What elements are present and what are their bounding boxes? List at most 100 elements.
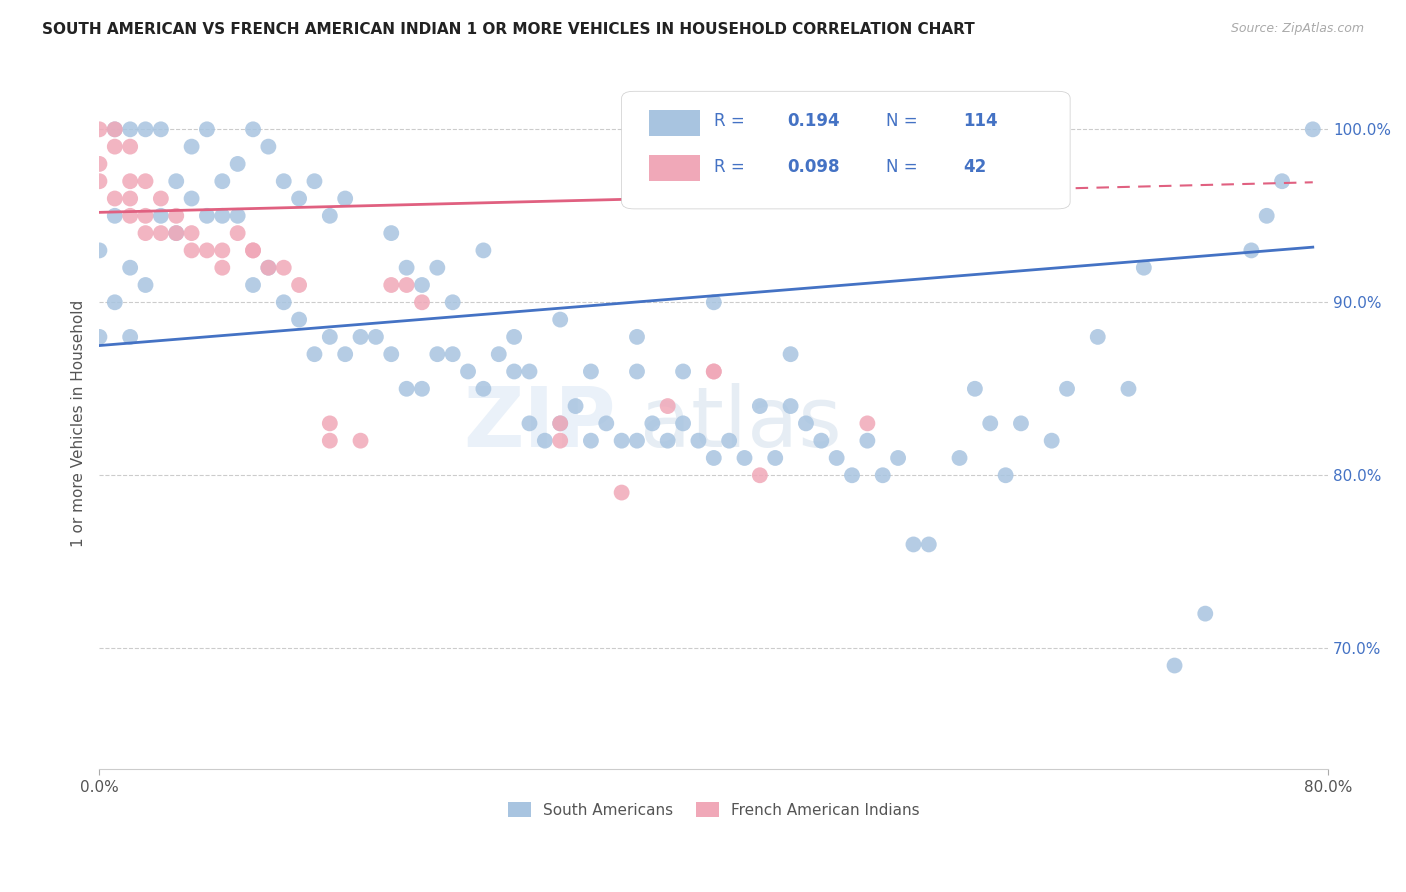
Text: R =: R = bbox=[714, 112, 745, 130]
Point bbox=[165, 209, 187, 223]
Point bbox=[211, 244, 233, 258]
Point bbox=[304, 347, 326, 361]
Point bbox=[657, 399, 679, 413]
Point bbox=[1256, 209, 1278, 223]
Point bbox=[120, 192, 142, 206]
Point bbox=[120, 122, 142, 136]
Point bbox=[841, 468, 863, 483]
Point bbox=[211, 260, 233, 275]
Point bbox=[273, 295, 295, 310]
Point bbox=[626, 434, 648, 448]
Point bbox=[1302, 122, 1324, 136]
Point bbox=[319, 434, 342, 448]
Point bbox=[856, 417, 879, 431]
Point bbox=[380, 226, 402, 240]
Point bbox=[887, 450, 910, 465]
Point bbox=[672, 417, 695, 431]
Point bbox=[273, 174, 295, 188]
Point bbox=[703, 295, 725, 310]
Point bbox=[963, 382, 986, 396]
Point bbox=[226, 209, 249, 223]
Point bbox=[180, 139, 202, 153]
Point bbox=[257, 139, 280, 153]
Point bbox=[304, 174, 326, 188]
Point bbox=[918, 537, 941, 551]
Point bbox=[548, 434, 571, 448]
Point bbox=[211, 209, 233, 223]
Point bbox=[211, 174, 233, 188]
Point bbox=[288, 312, 311, 326]
Point bbox=[810, 434, 832, 448]
Point bbox=[120, 139, 142, 153]
Point bbox=[825, 450, 848, 465]
Point bbox=[104, 192, 127, 206]
Point bbox=[380, 278, 402, 293]
Point bbox=[411, 382, 433, 396]
Point bbox=[411, 295, 433, 310]
Point bbox=[89, 122, 111, 136]
Point bbox=[610, 485, 633, 500]
Point bbox=[426, 347, 449, 361]
Legend: South Americans, French American Indians: South Americans, French American Indians bbox=[502, 796, 927, 824]
Text: 0.098: 0.098 bbox=[787, 158, 839, 176]
Point bbox=[134, 209, 156, 223]
Point bbox=[411, 278, 433, 293]
Point bbox=[335, 347, 357, 361]
Point bbox=[548, 417, 571, 431]
Point bbox=[441, 347, 464, 361]
Point bbox=[457, 364, 479, 378]
Point bbox=[149, 122, 172, 136]
Point bbox=[395, 260, 418, 275]
Point bbox=[748, 468, 770, 483]
Point bbox=[426, 260, 449, 275]
Point bbox=[380, 347, 402, 361]
Point bbox=[349, 434, 371, 448]
Point bbox=[149, 226, 172, 240]
Point bbox=[1240, 244, 1263, 258]
Point bbox=[195, 122, 218, 136]
Point bbox=[195, 244, 218, 258]
Point bbox=[395, 382, 418, 396]
Point bbox=[503, 330, 526, 344]
Point bbox=[149, 192, 172, 206]
Text: Source: ZipAtlas.com: Source: ZipAtlas.com bbox=[1230, 22, 1364, 36]
Text: R =: R = bbox=[714, 158, 745, 176]
Point bbox=[89, 157, 111, 171]
Y-axis label: 1 or more Vehicles in Household: 1 or more Vehicles in Household bbox=[72, 300, 86, 547]
FancyBboxPatch shape bbox=[621, 91, 1070, 209]
Point bbox=[364, 330, 387, 344]
Point bbox=[641, 417, 664, 431]
Point bbox=[349, 330, 371, 344]
Point bbox=[1271, 174, 1294, 188]
Point bbox=[503, 364, 526, 378]
Point bbox=[104, 122, 127, 136]
Text: N =: N = bbox=[886, 158, 918, 176]
Text: 114: 114 bbox=[963, 112, 998, 130]
Point bbox=[273, 260, 295, 275]
Point bbox=[688, 434, 710, 448]
Point bbox=[718, 434, 741, 448]
FancyBboxPatch shape bbox=[648, 110, 700, 136]
Point bbox=[395, 278, 418, 293]
Point bbox=[242, 122, 264, 136]
Point bbox=[319, 417, 342, 431]
Point bbox=[672, 364, 695, 378]
Point bbox=[180, 244, 202, 258]
Point bbox=[89, 174, 111, 188]
Point bbox=[519, 417, 541, 431]
Point bbox=[1056, 382, 1078, 396]
Point bbox=[548, 417, 571, 431]
Point bbox=[288, 192, 311, 206]
Point bbox=[779, 347, 801, 361]
Text: 42: 42 bbox=[963, 158, 987, 176]
Point bbox=[595, 417, 617, 431]
Point bbox=[104, 139, 127, 153]
Text: SOUTH AMERICAN VS FRENCH AMERICAN INDIAN 1 OR MORE VEHICLES IN HOUSEHOLD CORRELA: SOUTH AMERICAN VS FRENCH AMERICAN INDIAN… bbox=[42, 22, 974, 37]
Point bbox=[657, 434, 679, 448]
Point bbox=[441, 295, 464, 310]
Point bbox=[748, 399, 770, 413]
Point bbox=[134, 174, 156, 188]
Point bbox=[763, 450, 786, 465]
Point bbox=[903, 537, 925, 551]
Point bbox=[794, 417, 817, 431]
